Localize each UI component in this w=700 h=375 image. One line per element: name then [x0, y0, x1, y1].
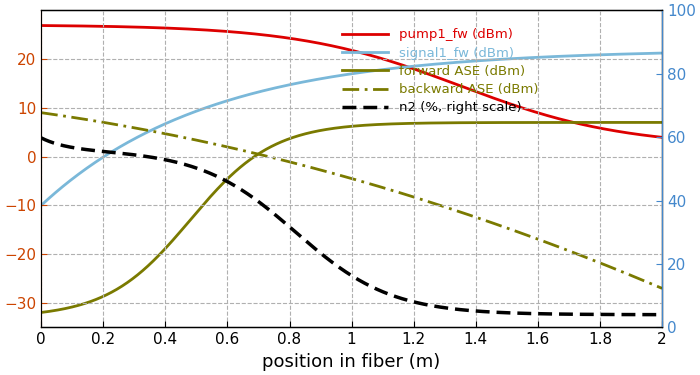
n2 (%, right scale)	[147, 155, 155, 159]
signal1_fw (dBm)	[452, 60, 460, 64]
forward ASE (dBm)	[37, 310, 46, 315]
backward ASE (dBm)	[37, 110, 46, 115]
signal1_fw (dBm)	[403, 64, 412, 69]
pump1_fw (dBm)	[318, 42, 326, 46]
n2 (%, right scale)	[505, 310, 513, 315]
pump1_fw (dBm)	[403, 64, 412, 69]
backward ASE (dBm)	[403, 193, 412, 197]
Line: forward ASE (dBm): forward ASE (dBm)	[41, 122, 662, 312]
forward ASE (dBm)	[197, 206, 205, 210]
backward ASE (dBm)	[197, 139, 205, 143]
signal1_fw (dBm)	[505, 57, 513, 61]
Line: pump1_fw (dBm): pump1_fw (dBm)	[41, 26, 662, 137]
n2 (%, right scale)	[37, 136, 46, 140]
backward ASE (dBm)	[147, 129, 155, 133]
pump1_fw (dBm)	[197, 27, 205, 32]
signal1_fw (dBm)	[658, 51, 666, 56]
n2 (%, right scale)	[197, 167, 205, 172]
Line: n2 (%, right scale): n2 (%, right scale)	[41, 138, 662, 315]
n2 (%, right scale)	[403, 298, 412, 302]
Line: backward ASE (dBm): backward ASE (dBm)	[41, 112, 662, 288]
pump1_fw (dBm)	[147, 25, 155, 30]
signal1_fw (dBm)	[197, 107, 205, 112]
n2 (%, right scale)	[658, 312, 666, 317]
X-axis label: position in fiber (m): position in fiber (m)	[262, 353, 441, 371]
forward ASE (dBm)	[318, 128, 326, 132]
n2 (%, right scale)	[318, 252, 326, 257]
Legend: pump1_fw (dBm), signal1_fw (dBm), forward ASE (dBm), backward ASE (dBm), n2 (%, : pump1_fw (dBm), signal1_fw (dBm), forwar…	[337, 23, 544, 120]
backward ASE (dBm)	[318, 168, 326, 172]
pump1_fw (dBm)	[37, 23, 46, 28]
backward ASE (dBm)	[658, 286, 666, 291]
forward ASE (dBm)	[658, 120, 666, 124]
n2 (%, right scale)	[452, 307, 460, 311]
pump1_fw (dBm)	[658, 135, 666, 140]
Line: signal1_fw (dBm): signal1_fw (dBm)	[41, 53, 662, 206]
backward ASE (dBm)	[505, 226, 513, 231]
forward ASE (dBm)	[505, 120, 513, 125]
pump1_fw (dBm)	[452, 82, 460, 86]
forward ASE (dBm)	[147, 261, 155, 265]
pump1_fw (dBm)	[505, 101, 513, 106]
forward ASE (dBm)	[452, 120, 460, 125]
forward ASE (dBm)	[403, 121, 412, 126]
signal1_fw (dBm)	[37, 203, 46, 208]
signal1_fw (dBm)	[318, 76, 326, 81]
signal1_fw (dBm)	[147, 128, 155, 133]
backward ASE (dBm)	[452, 208, 460, 213]
